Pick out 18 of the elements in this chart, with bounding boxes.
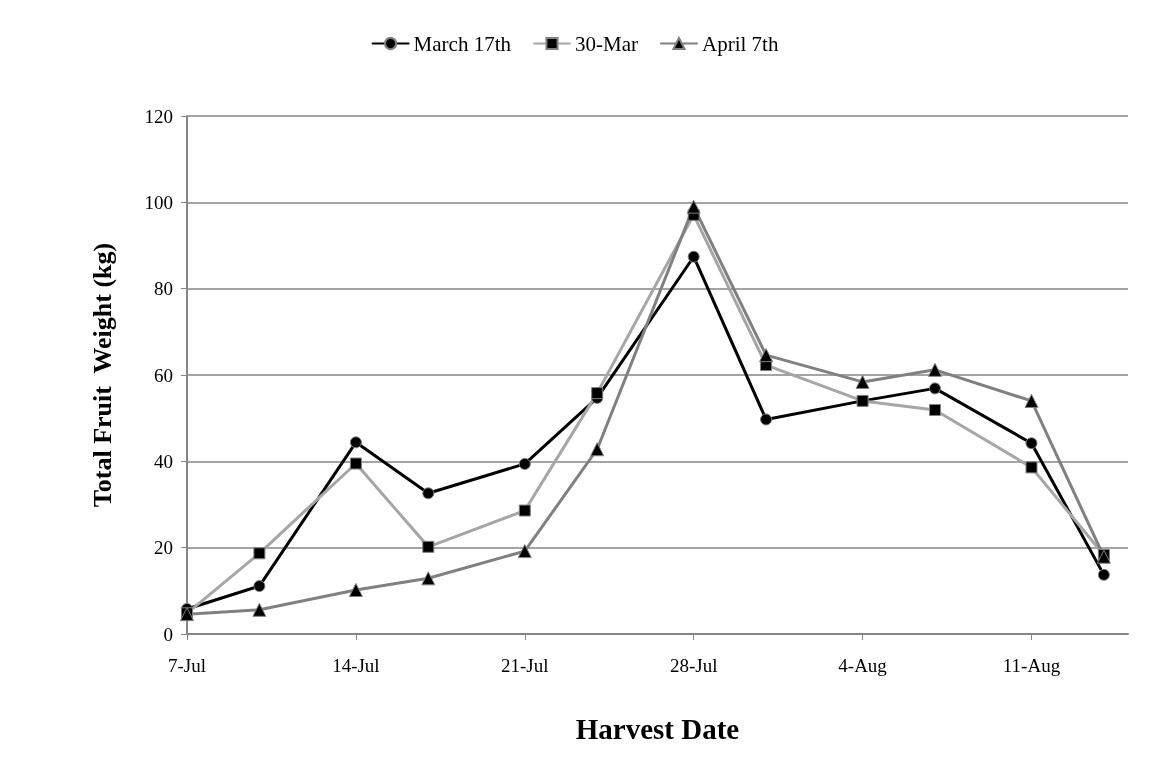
- legend-label: 30-Mar: [575, 31, 638, 56]
- y-tick-label: 120: [144, 105, 173, 127]
- y-axis-title: Total Fruit Weight (kg): [87, 242, 117, 508]
- x-tick-label: 14-Jul: [332, 655, 380, 676]
- y-tick-label: 100: [144, 191, 173, 213]
- x-axis-title: Harvest Date: [575, 712, 740, 745]
- x-tick-label: 28-Jul: [669, 655, 718, 676]
- x-tick-label: 7-Jul: [168, 655, 206, 676]
- y-tick-label: 80: [154, 278, 173, 300]
- x-tick-label: 21-Jul: [501, 655, 549, 676]
- y-tick-label: 20: [154, 537, 173, 559]
- y-tick-label: 60: [154, 364, 173, 386]
- x-tick-label: 11-Aug: [1002, 655, 1061, 676]
- legend-label: April 7th: [701, 31, 779, 56]
- y-tick-label: 0: [163, 623, 173, 645]
- legend-label: March 17th: [413, 31, 512, 56]
- x-tick-label: 4-Aug: [838, 655, 888, 676]
- y-tick-label: 40: [154, 450, 173, 472]
